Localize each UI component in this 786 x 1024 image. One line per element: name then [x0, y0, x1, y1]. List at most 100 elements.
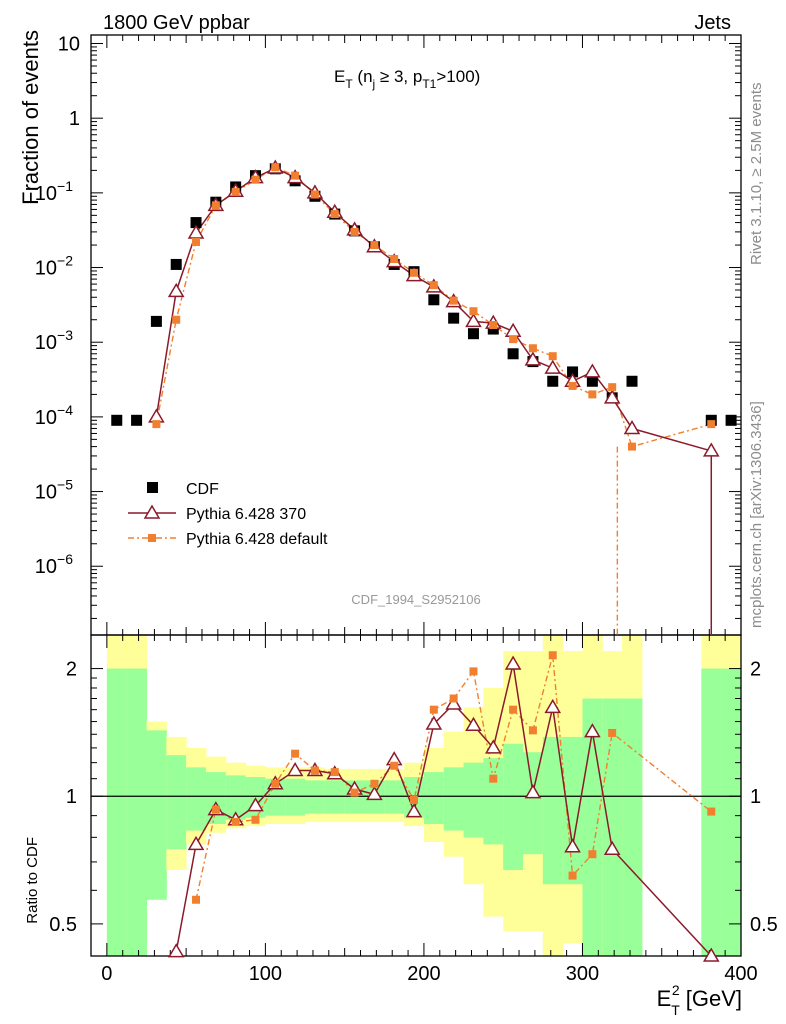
x-tick-label: 100: [249, 963, 282, 985]
ratio-pythia-default-point: [211, 805, 220, 814]
main-axes: 10 1 10−1 10−2 10−3 10−4 10−5 10−6: [35, 34, 742, 636]
cdf-point: [547, 375, 559, 387]
ratio-pythia-default-point: [350, 788, 359, 797]
band-inner: [622, 698, 643, 956]
pythia-default-point: [410, 268, 419, 277]
ratio-pythia370-point: [286, 762, 304, 777]
pythia-default-point: [489, 321, 498, 330]
ratio-pythia-default-point: [509, 705, 518, 714]
y-tick-label: 10−2: [35, 253, 73, 280]
pythia-default-point: [330, 210, 339, 219]
x-axis-label: ET2 [GeV]: [657, 982, 742, 1018]
cdf-point: [586, 375, 598, 387]
cdf-point: [111, 414, 123, 426]
ratio-pythia-default-point: [568, 871, 577, 880]
ratio-pythia370-point: [187, 835, 205, 851]
pythia-default-point: [588, 390, 597, 399]
ratio-pythia370-point: [564, 838, 581, 853]
ratio-pythia370-point: [603, 840, 621, 855]
band-inner: [483, 758, 504, 845]
cdf-point: [428, 294, 440, 306]
cdf-point: [725, 414, 737, 426]
ratio-pythia-default-point: [410, 795, 419, 804]
cdf-point: [131, 414, 143, 426]
legend-marker-pythia-default: [148, 534, 156, 542]
legend-marker-pythia370: [143, 504, 161, 519]
pythia-default-point: [350, 227, 359, 236]
header-right: Jets: [694, 12, 731, 34]
pythia-default-point: [370, 241, 379, 250]
x-tick-label: 400: [724, 963, 757, 985]
x-tick-label: 200: [407, 963, 440, 985]
ratio-y-tick-label: 1: [66, 786, 77, 808]
ratio-pythia-default-point: [231, 817, 240, 826]
y-tick-label: 1: [69, 108, 80, 130]
pythia370-point: [524, 351, 542, 366]
ratio-pythia-default-line: [195, 655, 712, 900]
cdf-point: [467, 328, 479, 340]
band-inner: [443, 767, 465, 831]
ratio-pythia-default-point: [528, 726, 537, 735]
ratio-pythia-default-point: [469, 667, 478, 676]
cdf-point: [448, 312, 460, 324]
ratio-pythia-default-point: [707, 807, 716, 816]
pythia370-point: [603, 389, 621, 404]
y-tick-label: 10−6: [35, 551, 73, 578]
legend-label-pythia370: Pythia 6.428 370: [186, 506, 306, 523]
pythia-default-point: [429, 281, 438, 290]
pythia370-point: [148, 408, 165, 423]
ratio-pythia-default-point: [390, 761, 399, 770]
ratio-pythia-default-point: [588, 850, 597, 859]
ratio-pythia-default-point: [548, 651, 557, 660]
ratio-pythia-default-point: [330, 768, 339, 777]
ratio-axes: 0.5 0.5 1 1 2 2 0 100 200 300 400: [49, 634, 778, 985]
ratio-pythia-default-point: [608, 728, 617, 737]
ratio-pythia370-point: [504, 655, 522, 670]
pythia370-point: [702, 442, 720, 457]
ratio-pythia-default-point: [429, 705, 438, 714]
pythia370-point: [504, 322, 522, 338]
band-inner: [523, 752, 544, 855]
pythia-default-point: [310, 190, 319, 199]
legend-marker-cdf: [147, 482, 158, 493]
ratio-pythia370-point: [167, 943, 185, 958]
pythia370-point: [544, 359, 562, 374]
ratio-bands: [106, 635, 742, 956]
band-inner: [423, 772, 445, 825]
y-tick-label: 10−3: [35, 327, 73, 354]
main-series: [111, 159, 737, 635]
pythia-default-point: [172, 315, 181, 324]
ratio-pythia-default-point: [291, 749, 300, 758]
cdf-point: [567, 366, 579, 378]
band-inner: [285, 778, 306, 816]
band-inner: [126, 668, 147, 956]
band-inner: [146, 730, 167, 900]
band-inner: [166, 755, 187, 850]
ratio-frame: [90, 634, 742, 957]
ratio-pythia370-point: [484, 739, 502, 754]
band-inner: [503, 743, 524, 870]
ratio-pythia370-point: [524, 784, 542, 799]
band-inner: [384, 780, 405, 814]
pythia-default-point: [271, 163, 280, 172]
x-tick-label: 0: [101, 963, 112, 985]
pythia-default-point: [469, 307, 478, 316]
band-inner: [344, 780, 365, 814]
band-inner: [305, 780, 326, 814]
pythia-default-point: [211, 201, 220, 210]
ratio-pythia370-point: [425, 715, 443, 730]
ratio-pythia370-point: [702, 947, 720, 962]
pythia-default-point: [251, 175, 260, 184]
pythia-default-point: [608, 383, 617, 392]
ratio-series: [167, 651, 720, 962]
band-inner: [225, 775, 247, 820]
ratio-y-tick-label: 2: [66, 659, 77, 681]
pythia-default-point: [152, 420, 161, 429]
ratio-pythia370-point: [405, 803, 423, 818]
pythia-default-point: [568, 381, 577, 390]
y-tick-label: 10−1: [35, 178, 73, 205]
band-inner: [324, 780, 346, 814]
cdf-point: [487, 323, 499, 335]
pythia370-point: [623, 419, 641, 435]
ratio-pythia370-point: [544, 698, 562, 714]
